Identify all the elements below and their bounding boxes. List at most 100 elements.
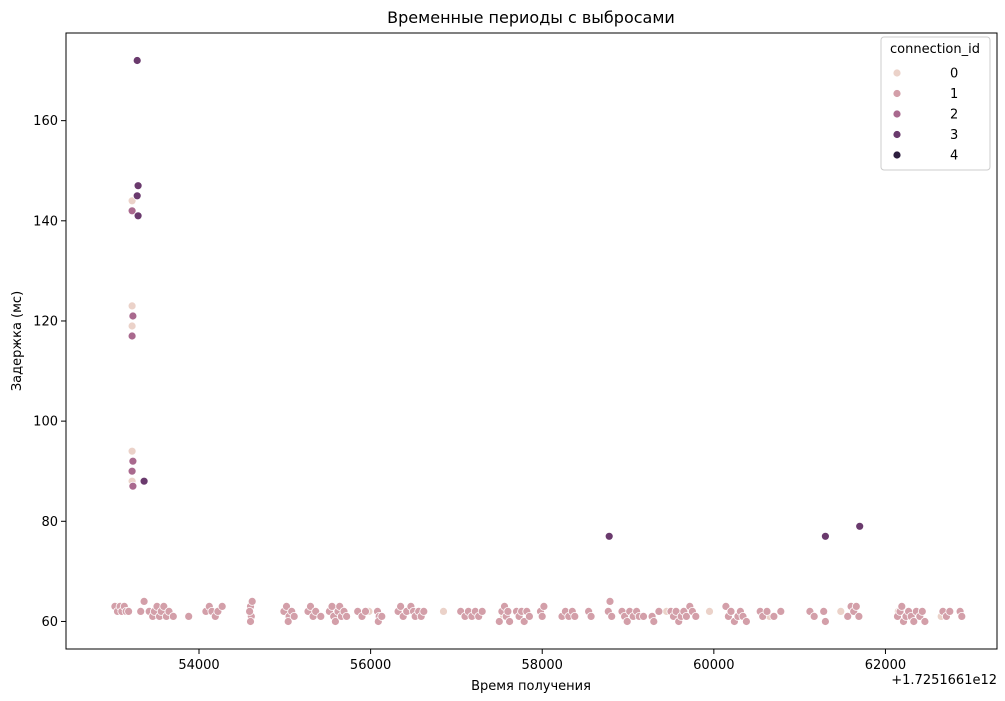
data-point	[742, 617, 751, 626]
data-point	[127, 206, 137, 216]
data-point	[639, 612, 648, 621]
data-point	[819, 607, 829, 616]
legend-marker	[892, 109, 902, 119]
legend-entry-label: 3	[950, 128, 958, 143]
legend-entry-label: 2	[950, 108, 958, 123]
data-point	[821, 531, 830, 541]
y-tick-label: 60	[41, 615, 58, 630]
data-point	[843, 612, 853, 621]
data-point	[762, 607, 772, 616]
data-point	[705, 607, 714, 616]
data-point	[289, 612, 299, 621]
data-point	[851, 602, 861, 611]
data-point	[127, 446, 137, 456]
data-point	[316, 612, 326, 621]
data-points	[110, 56, 967, 626]
data-point	[605, 597, 615, 606]
data-point	[649, 617, 659, 626]
data-point	[682, 612, 691, 621]
data-point	[726, 607, 736, 616]
data-point	[127, 466, 137, 476]
data-point	[128, 311, 138, 321]
data-point	[419, 607, 429, 616]
data-point	[957, 612, 967, 621]
data-point	[139, 597, 149, 606]
data-point	[854, 612, 864, 621]
legend: connection_id 0 1 2 3 4	[880, 36, 991, 171]
data-point	[945, 607, 955, 616]
data-point	[586, 612, 596, 621]
x-axis-offset-label: +1.7251661e12	[891, 673, 997, 688]
data-point	[769, 612, 779, 621]
x-tick-label: 56000	[350, 658, 391, 673]
data-point	[525, 612, 534, 621]
chart-title: Временные периоды с выбросами	[387, 8, 675, 27]
x-tick-label: 58000	[522, 658, 563, 673]
y-tick-label: 80	[41, 515, 58, 530]
legend-box	[880, 36, 991, 171]
data-point	[133, 181, 143, 191]
legend-entry-label: 0	[950, 67, 958, 82]
y-tick-label: 140	[33, 214, 58, 229]
data-point	[477, 607, 487, 616]
legend-entries: 0 1 2 3 4	[892, 67, 958, 164]
data-point	[909, 617, 919, 626]
legend-entry-label: 1	[950, 87, 958, 102]
data-point	[917, 607, 927, 616]
y-tick-label: 100	[33, 415, 58, 430]
data-point	[920, 617, 930, 626]
data-point	[897, 602, 907, 611]
data-point	[809, 612, 819, 621]
data-point	[128, 481, 138, 491]
data-point	[127, 301, 137, 311]
y-axis-label: Задержка (мс)	[10, 291, 25, 391]
data-point	[124, 607, 134, 616]
data-point	[136, 607, 146, 616]
data-point	[283, 617, 293, 626]
data-point	[168, 612, 178, 621]
data-point	[537, 612, 547, 621]
data-point	[691, 612, 701, 621]
data-point	[570, 612, 580, 621]
legend-title: connection_id	[890, 42, 980, 57]
data-point	[604, 531, 614, 541]
x-axis-ticks: 54000 56000 58000 60000 62000	[178, 649, 906, 673]
data-point	[622, 617, 632, 626]
data-point	[396, 602, 406, 611]
data-point	[505, 617, 515, 626]
data-point	[245, 607, 255, 616]
data-point	[342, 612, 352, 621]
data-point	[654, 607, 664, 616]
data-point	[439, 607, 448, 616]
data-point	[377, 612, 387, 621]
data-point	[132, 191, 142, 201]
data-point	[539, 602, 549, 611]
legend-marker	[892, 68, 902, 78]
legend-marker	[892, 89, 902, 98]
y-tick-label: 120	[33, 314, 58, 329]
data-point	[494, 617, 504, 626]
x-axis-label: Время получения	[471, 679, 591, 694]
data-point	[184, 612, 194, 621]
legend-marker	[892, 130, 902, 139]
data-point	[821, 617, 830, 626]
data-point	[247, 597, 257, 606]
x-tick-label: 60000	[693, 658, 734, 673]
data-point	[836, 607, 846, 616]
data-point	[855, 521, 865, 531]
legend-entry-label: 4	[950, 149, 958, 164]
y-tick-label: 160	[33, 114, 58, 129]
data-point	[217, 602, 227, 611]
data-point	[776, 607, 786, 616]
data-point	[361, 607, 370, 616]
data-point	[127, 321, 137, 331]
data-point	[127, 331, 137, 341]
data-point	[246, 617, 255, 626]
data-point	[503, 607, 513, 616]
plot-frame	[65, 32, 998, 650]
data-point	[330, 617, 340, 626]
legend-marker	[892, 150, 902, 160]
data-point	[519, 617, 529, 626]
data-point	[139, 476, 149, 486]
